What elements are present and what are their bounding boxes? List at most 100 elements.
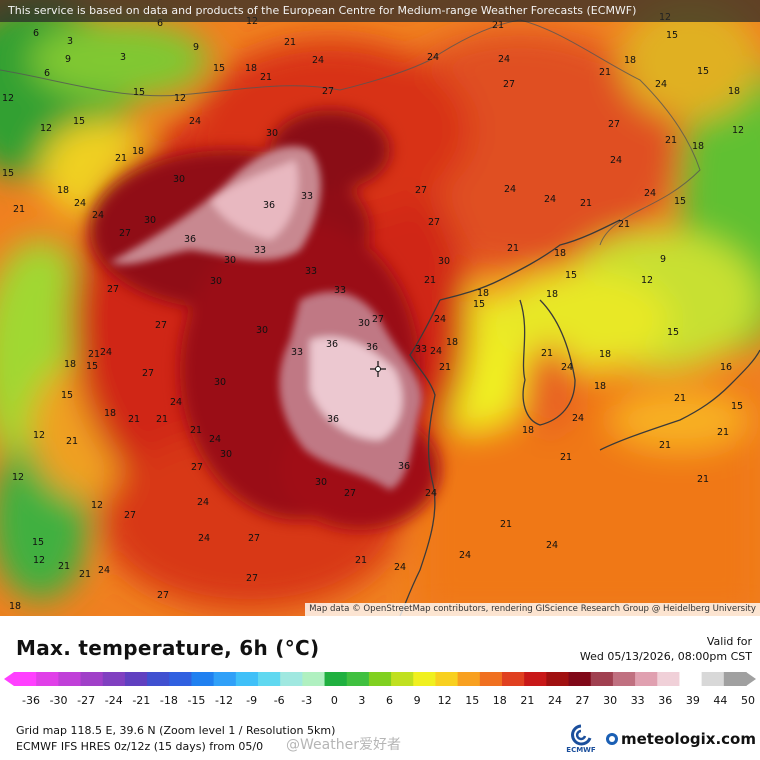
map-value-label: 27 xyxy=(608,119,620,130)
map-value-label: 18 xyxy=(624,55,636,66)
map-value-label: 12 xyxy=(174,93,186,104)
map-value-label: 3 xyxy=(67,36,73,47)
map-value-label: 18 xyxy=(594,381,606,392)
map-value-label: 24 xyxy=(198,533,210,544)
map-value-label: 27 xyxy=(246,573,258,584)
map-value-label: 24 xyxy=(189,116,201,127)
map-value-label: 30 xyxy=(256,325,268,336)
map-value-label: 27 xyxy=(157,590,169,601)
map-value-label: 24 xyxy=(572,413,584,424)
map-value-label: 12 xyxy=(91,500,103,511)
map-value-label: 24 xyxy=(74,198,86,209)
map-value-label: 24 xyxy=(170,397,182,408)
map-value-label: 21 xyxy=(58,561,70,572)
map-value-label: 12 xyxy=(2,93,14,104)
map-value-label: 24 xyxy=(427,52,439,63)
map-value-label: 24 xyxy=(655,79,667,90)
map-value-label: 30 xyxy=(144,215,156,226)
scale-tick-label: 12 xyxy=(437,694,452,707)
valid-time-box: Valid for Wed 05/13/2026, 08:00pm CST xyxy=(580,634,752,664)
scale-swatch xyxy=(590,672,614,686)
map-value-label: 24 xyxy=(312,55,324,66)
scale-max-arrow xyxy=(746,672,756,686)
scale-swatch xyxy=(479,672,503,686)
map-value-label: 21 xyxy=(13,204,25,215)
map-value-label: 30 xyxy=(224,255,236,266)
map-value-label: 15 xyxy=(61,390,73,401)
map-value-label: 27 xyxy=(415,185,427,196)
japan-coastline xyxy=(599,349,760,451)
valid-time: Wed 05/13/2026, 08:00pm CST xyxy=(579,650,752,663)
scale-swatch xyxy=(502,672,525,686)
map-value-label: 21 xyxy=(439,362,451,373)
map-attribution[interactable]: Map data © OpenStreetMap contributors, r… xyxy=(305,603,760,616)
map-value-label: 27 xyxy=(191,462,203,473)
scale-tick-label: 36 xyxy=(658,694,673,707)
map-value-label: 30 xyxy=(220,449,232,460)
map-value-label: 24 xyxy=(430,346,442,357)
scale-swatch xyxy=(368,672,392,686)
map-value-label: 27 xyxy=(372,314,384,325)
scale-tick-label: -15 xyxy=(187,694,206,707)
map-value-label: 21 xyxy=(156,414,168,425)
map-value-label: 24 xyxy=(459,550,471,561)
scale-tick-label: 50 xyxy=(741,694,755,707)
scale-swatch xyxy=(80,672,104,686)
meteologix-logo[interactable]: meteologix.com xyxy=(606,730,756,748)
watermark: @Weather爱好者 xyxy=(286,737,401,753)
map-value-label: 27 xyxy=(322,86,334,97)
map-value-label: 36 xyxy=(327,414,339,425)
temperature-map[interactable]: 1221126639212415931518212424211815615122… xyxy=(0,0,760,616)
scale-swatch xyxy=(324,672,348,686)
map-value-label: 18 xyxy=(446,337,458,348)
map-value-label: 21 xyxy=(541,348,553,359)
map-value-label: 18 xyxy=(57,185,69,196)
map-value-label: 15 xyxy=(73,116,85,127)
map-value-label: 9 xyxy=(193,42,199,53)
scale-tick-label: -6 xyxy=(273,694,285,707)
map-value-label: 21 xyxy=(674,393,686,404)
map-value-label: 18 xyxy=(522,425,534,436)
legend-panel xyxy=(0,616,760,760)
map-value-label: 21 xyxy=(507,243,519,254)
scale-swatch xyxy=(391,672,414,686)
scale-swatch xyxy=(723,672,747,686)
map-value-label: 21 xyxy=(115,153,127,164)
map-value-label: 24 xyxy=(434,314,446,325)
meteologix-globe-icon xyxy=(606,733,618,745)
map-value-label: 21 xyxy=(128,414,140,425)
map-value-label: 24 xyxy=(98,565,110,576)
scale-swatch xyxy=(258,672,281,686)
color-scale-ticks: -36 -30 -27 -24 -21 -18 -15 -12 -9 -6 -3 0 3 6 9 12 15 18… xyxy=(0,694,760,710)
scale-swatch xyxy=(612,672,636,686)
map-value-label: 12 xyxy=(12,472,24,483)
map-value-label: 15 xyxy=(697,66,709,77)
map-title: Max. temperature, 6h (°C) xyxy=(16,636,320,660)
scale-swatch xyxy=(302,672,326,686)
map-value-label: 24 xyxy=(544,194,556,205)
map-value-label: 18 xyxy=(245,63,257,74)
scale-tick-label: -12 xyxy=(215,694,234,707)
map-value-label: 12 xyxy=(33,430,45,441)
map-value-label: 24 xyxy=(610,155,622,166)
map-value-label: 33 xyxy=(254,245,266,256)
map-value-label: 3 xyxy=(120,52,126,63)
map-value-label: 27 xyxy=(344,488,356,499)
scale-tick-label: -36 xyxy=(22,694,40,707)
scale-swatch xyxy=(435,672,459,686)
scale-tick-label: -9 xyxy=(246,694,258,707)
map-value-label: 24 xyxy=(197,497,209,508)
map-value-label: 21 xyxy=(665,135,677,146)
country-border xyxy=(0,19,701,246)
map-value-label: 12 xyxy=(641,275,653,286)
scale-swatch xyxy=(58,672,82,686)
scale-tick-label: 18 xyxy=(492,694,507,707)
ecmwf-logo[interactable]: ECMWF xyxy=(562,724,600,756)
map-value-label: 30 xyxy=(266,128,278,139)
scale-tick-label: -24 xyxy=(104,694,123,707)
map-value-label: 15 xyxy=(666,30,678,41)
china-coastline xyxy=(399,299,441,616)
scale-swatch xyxy=(413,672,437,686)
bohai-coastline xyxy=(439,219,621,301)
map-value-label: 21 xyxy=(659,440,671,451)
